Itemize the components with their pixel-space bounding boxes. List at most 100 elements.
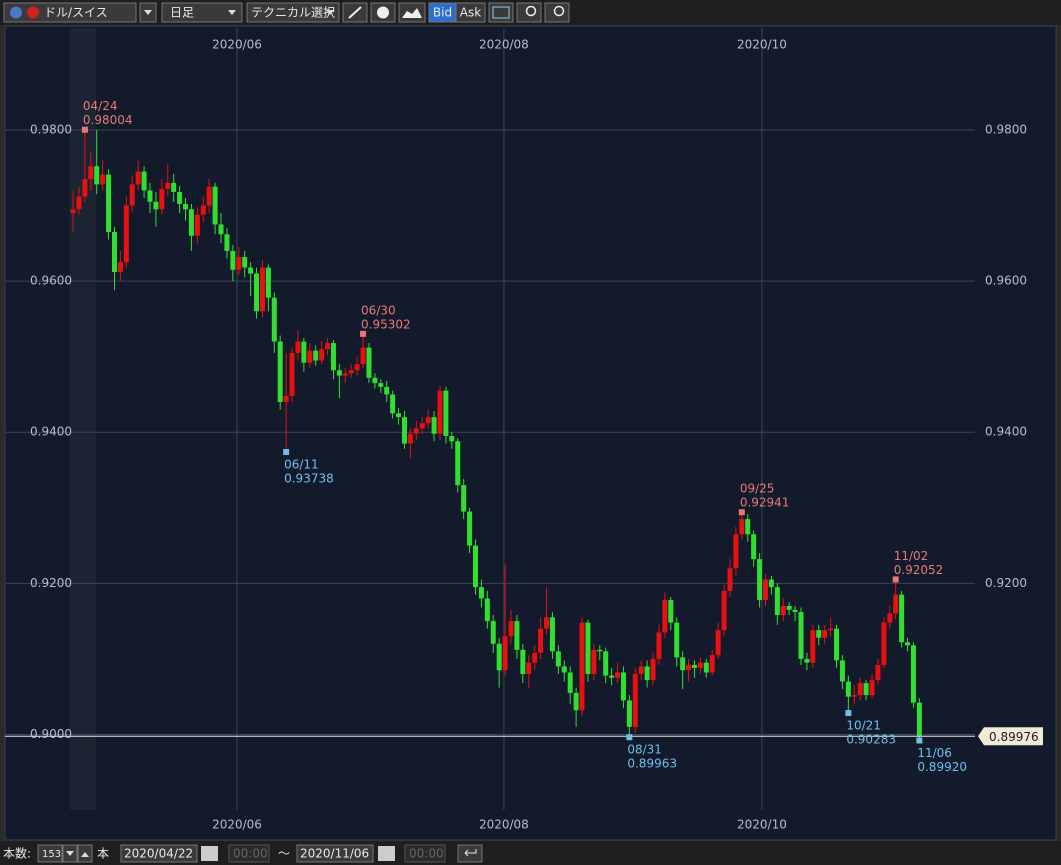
candle-body bbox=[603, 651, 609, 676]
candle-body bbox=[899, 594, 905, 643]
extreme-marker bbox=[283, 449, 290, 456]
candle-body bbox=[348, 370, 354, 374]
candle-body bbox=[183, 204, 189, 210]
layout-button[interactable] bbox=[488, 2, 514, 23]
to-time-input bbox=[404, 844, 446, 863]
candle-body bbox=[330, 343, 336, 371]
chart-style-button[interactable] bbox=[398, 2, 426, 23]
candle-body bbox=[478, 587, 484, 599]
candle-body bbox=[839, 660, 845, 682]
candle-body bbox=[721, 590, 727, 631]
candle-body bbox=[342, 373, 348, 376]
x-tick-label: 2020/08 bbox=[479, 38, 529, 52]
pair-select[interactable] bbox=[3, 2, 137, 23]
zoom-out-button[interactable] bbox=[516, 2, 542, 23]
candle-body bbox=[798, 612, 804, 659]
extreme-value: 0.95302 bbox=[361, 317, 411, 331]
count-unit: 本 bbox=[97, 847, 109, 861]
count-input[interactable] bbox=[37, 844, 63, 863]
candle-body bbox=[259, 267, 265, 312]
zoom-icon bbox=[525, 5, 537, 17]
candle-body bbox=[319, 349, 325, 361]
pair-label: ドル/スイス bbox=[44, 6, 108, 20]
candle-body bbox=[538, 628, 544, 653]
candle-body bbox=[715, 630, 721, 656]
candle-body bbox=[810, 630, 816, 663]
x-tick-label-bottom: 2020/06 bbox=[212, 818, 262, 832]
candle-body bbox=[869, 680, 875, 696]
candle-body bbox=[467, 511, 473, 546]
candle-body bbox=[153, 201, 159, 210]
candle-body bbox=[218, 224, 224, 235]
candle-body bbox=[354, 364, 360, 371]
candle-body bbox=[461, 485, 467, 512]
to-date-input[interactable] bbox=[296, 844, 374, 863]
candle-body bbox=[656, 632, 662, 659]
period-select[interactable] bbox=[161, 2, 243, 23]
extreme-marker bbox=[81, 126, 88, 133]
candle-body bbox=[520, 649, 526, 674]
candle-body bbox=[194, 214, 200, 236]
candle-body bbox=[650, 658, 656, 681]
candle-body bbox=[751, 534, 757, 560]
candle-body bbox=[544, 617, 550, 629]
candle-body bbox=[449, 436, 455, 442]
from-date-input[interactable] bbox=[120, 844, 198, 863]
candle-body bbox=[283, 395, 289, 402]
calendar-button[interactable] bbox=[378, 846, 395, 861]
arrow bbox=[81, 852, 89, 857]
candle-body bbox=[626, 700, 632, 727]
candle-body bbox=[277, 341, 283, 402]
candle-body bbox=[248, 267, 254, 274]
from-time: 00:00 bbox=[233, 847, 268, 861]
extreme-date: 10/21 bbox=[846, 719, 881, 733]
candle-body bbox=[709, 655, 715, 673]
technical-select[interactable] bbox=[246, 2, 340, 23]
candle-body bbox=[786, 606, 792, 610]
calendar-button[interactable] bbox=[201, 846, 218, 861]
extreme-date: 04/24 bbox=[83, 99, 118, 113]
extreme-marker bbox=[738, 509, 745, 516]
candle-body bbox=[484, 598, 490, 622]
count-value: 153 bbox=[42, 849, 61, 860]
start-shade bbox=[70, 28, 96, 810]
candle-body bbox=[804, 658, 810, 663]
zoom-icon bbox=[553, 5, 565, 17]
extreme-value: 0.93738 bbox=[284, 472, 334, 486]
candle-body bbox=[106, 174, 112, 232]
period-label: 日足 bbox=[170, 6, 194, 20]
candle-body bbox=[514, 621, 520, 650]
chart-panel bbox=[4, 25, 1057, 841]
candle-body bbox=[910, 645, 916, 703]
candle-body bbox=[680, 657, 686, 671]
candle-body bbox=[691, 664, 697, 668]
info-icon bbox=[377, 6, 389, 19]
extreme-marker bbox=[360, 330, 367, 337]
candle-body bbox=[697, 662, 703, 668]
candle-body bbox=[526, 662, 532, 674]
candle-body bbox=[816, 630, 822, 638]
candle-body bbox=[135, 171, 141, 185]
candle-body bbox=[609, 675, 615, 678]
candle-body bbox=[644, 666, 650, 681]
candle-body bbox=[401, 417, 407, 444]
candle-body bbox=[780, 606, 786, 616]
y-tick-label: 0.9600 bbox=[30, 274, 72, 288]
candle-body bbox=[632, 674, 638, 727]
ask-button[interactable] bbox=[455, 2, 486, 23]
candle-body bbox=[384, 386, 390, 395]
candle-body bbox=[674, 622, 680, 658]
candle-body bbox=[165, 182, 171, 189]
candle-body bbox=[88, 166, 94, 180]
extreme-marker bbox=[626, 734, 633, 741]
candle-body bbox=[413, 428, 419, 434]
candle-body bbox=[70, 209, 76, 214]
tilde: ～ bbox=[278, 847, 290, 861]
zoom-in-button[interactable] bbox=[544, 2, 570, 23]
candle-body bbox=[561, 666, 567, 673]
candle-body bbox=[845, 681, 851, 697]
extreme-value: 0.92052 bbox=[894, 563, 944, 577]
to-time: 00:00 bbox=[409, 847, 444, 861]
candle-body bbox=[100, 174, 106, 185]
